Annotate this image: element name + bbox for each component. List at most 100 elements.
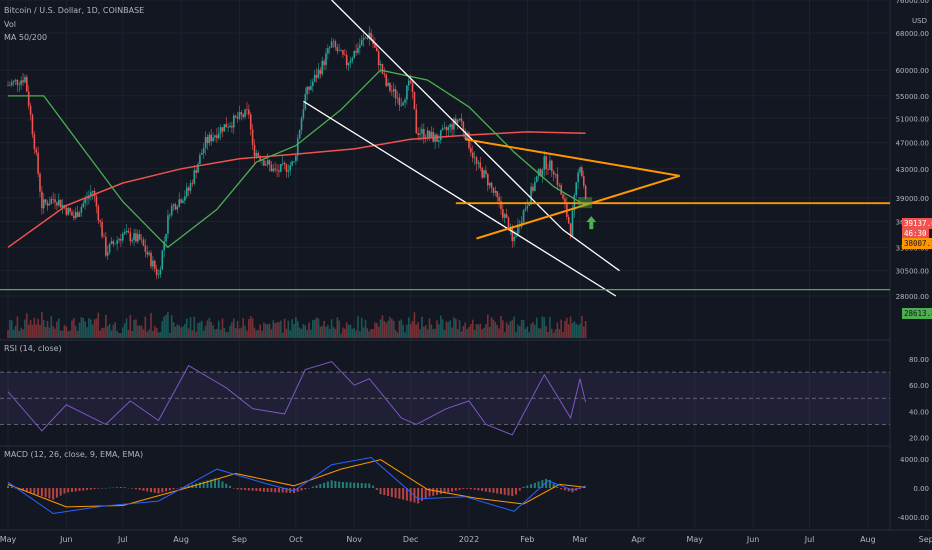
volume-bar-75 <box>148 329 150 338</box>
price-tick-11: 28000.00 <box>896 293 929 301</box>
countdown-badge: 46:30 <box>902 228 929 239</box>
macd-hist-0 <box>7 485 9 488</box>
macd-hist-82 <box>315 485 318 488</box>
x-tick-14: Jul <box>804 535 815 544</box>
volume-bar-202 <box>387 320 389 338</box>
volume-bar-20 <box>44 326 47 338</box>
volume-bar-37 <box>76 330 79 338</box>
volume-bar-174 <box>334 328 337 338</box>
macd-hist-8 <box>37 488 40 496</box>
volume-bar-5 <box>16 316 19 338</box>
candle-body-150 <box>289 165 292 171</box>
candle-body-258 <box>492 187 495 193</box>
volume-bar-26 <box>56 321 58 338</box>
candle-body-304 <box>579 167 581 173</box>
candle-body-188 <box>360 40 363 46</box>
volume-bar-281 <box>535 317 538 338</box>
macd-hist-109 <box>417 488 420 504</box>
candle-body-50 <box>101 222 103 237</box>
candle-body-283 <box>539 169 542 176</box>
volume-bar-247 <box>471 319 474 338</box>
volume-bar-234 <box>447 322 450 338</box>
candle-body-300 <box>571 210 574 236</box>
macd-hist-30 <box>119 486 122 488</box>
macd-hist-127 <box>484 488 487 492</box>
macd-hist-75 <box>289 488 292 493</box>
candle-body-18 <box>41 191 43 209</box>
macd-hist-11 <box>48 488 51 499</box>
candle-body-76 <box>150 252 152 267</box>
candle-body-88 <box>172 204 175 206</box>
volume-bar-268 <box>511 320 514 338</box>
volume-bar-208 <box>398 320 401 338</box>
volume-bar-62 <box>123 323 126 338</box>
candle-body-16 <box>37 152 39 174</box>
macd-hist-51 <box>198 482 201 488</box>
candle-body-118 <box>229 125 231 128</box>
macd-hist-22 <box>89 488 92 490</box>
volume-bar-144 <box>278 322 280 338</box>
volume-bar-167 <box>321 326 324 338</box>
macd-hist-135 <box>515 488 518 495</box>
volume-bar-80 <box>157 332 160 338</box>
candle-body-240 <box>458 118 461 120</box>
volume-bar-136 <box>263 322 265 338</box>
volume-bar-51 <box>103 327 105 338</box>
x-tick-15: Aug <box>860 535 876 544</box>
macd-hist-99 <box>379 488 382 495</box>
candle-body-91 <box>178 199 181 207</box>
volume-bar-152 <box>293 324 295 338</box>
volume-bar-277 <box>528 332 530 338</box>
candle-body-275 <box>524 208 527 211</box>
candle-body-4 <box>14 79 17 81</box>
candle-body-298 <box>567 216 570 224</box>
macd-hist-85 <box>326 481 329 488</box>
volume-bar-216 <box>413 312 416 338</box>
volume-bar-195 <box>374 322 376 338</box>
candle-body-129 <box>249 114 252 130</box>
macd-hist-5 <box>25 488 28 492</box>
candle-body-274 <box>522 210 525 223</box>
candle-body-64 <box>127 230 130 233</box>
volume-bar-111 <box>216 328 218 338</box>
volume-bar-187 <box>359 331 361 338</box>
volume-bar-50 <box>101 327 103 338</box>
candle-body-47 <box>95 196 98 207</box>
candle-body-100 <box>195 170 197 173</box>
candle-body-24 <box>52 198 54 200</box>
volume-bar-34 <box>71 320 73 338</box>
volume-bar-143 <box>276 322 278 338</box>
volume-bar-69 <box>137 325 139 338</box>
volume-bar-218 <box>417 322 419 338</box>
candle-body-65 <box>129 232 132 242</box>
macd-hist-140 <box>533 482 536 488</box>
candle-body-42 <box>86 198 88 200</box>
volume-bar-1 <box>9 319 11 338</box>
macd-hist-148 <box>563 488 566 491</box>
rsi-legend: RSI (14, close) <box>4 344 62 353</box>
volume-bar-156 <box>300 328 303 338</box>
volume-bar-241 <box>460 331 463 338</box>
candle-body-214 <box>409 80 412 83</box>
volume-bar-30 <box>63 325 66 338</box>
volume-bar-114 <box>221 318 224 338</box>
macd-hist-95 <box>364 483 367 488</box>
volume-bar-12 <box>29 319 32 338</box>
volume-bar-276 <box>526 326 529 338</box>
macd-hist-64 <box>247 488 250 491</box>
candle-body-154 <box>296 138 299 156</box>
candle-body-20 <box>44 199 47 203</box>
volume-bar-244 <box>466 328 468 338</box>
volume-bar-66 <box>131 331 133 338</box>
rsi-tick-2: 40.00 <box>909 408 929 416</box>
volume-bar-83 <box>163 316 165 338</box>
volume-bar-38 <box>78 322 81 338</box>
volume-bar-94 <box>184 323 186 338</box>
candle-body-126 <box>244 109 246 117</box>
candle-body-74 <box>146 251 149 255</box>
volume-bar-107 <box>208 317 211 338</box>
volume-bar-291 <box>554 329 557 338</box>
macd-hist-88 <box>338 481 341 488</box>
volume-bar-175 <box>336 317 339 338</box>
